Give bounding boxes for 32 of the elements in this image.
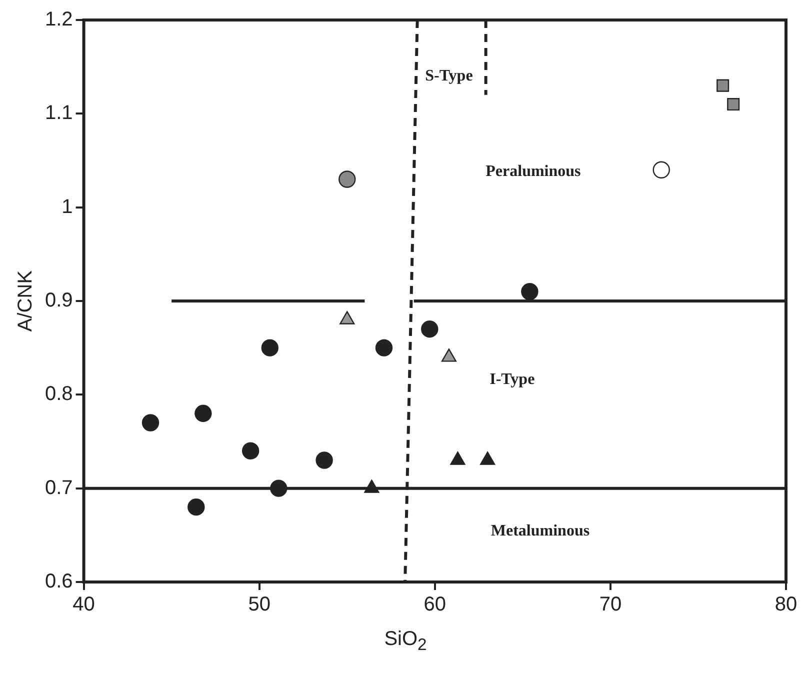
point	[194, 404, 212, 422]
y-tick-label: 0.6	[44, 570, 73, 593]
point	[142, 414, 160, 432]
point	[727, 98, 740, 111]
point	[242, 442, 260, 460]
y-tick-label: 0.7	[44, 476, 73, 499]
point	[316, 452, 333, 469]
x-tick-label: 70	[599, 594, 622, 616]
y-tick-label: 1	[62, 196, 73, 218]
point	[338, 170, 356, 188]
annotation: I-Type	[490, 370, 535, 388]
point	[716, 79, 730, 92]
point	[421, 320, 438, 338]
y-axis-title: A/CNK	[14, 270, 37, 332]
annotation: Metaluminous	[490, 522, 590, 540]
point	[261, 339, 278, 356]
x-tick-label: 80	[774, 594, 798, 616]
point	[375, 339, 393, 356]
annotation: S-Type	[425, 67, 473, 84]
y-tick-label: 1.2	[44, 8, 73, 31]
x-tick-label: 40	[72, 594, 95, 616]
y-tick-label: 0.9	[44, 290, 73, 312]
point	[188, 498, 205, 516]
point	[652, 161, 670, 178]
x-tick-label: 50	[248, 594, 270, 616]
y-tick-label: 0.8	[44, 383, 73, 406]
y-tick-label: 1.1	[44, 102, 73, 124]
point	[270, 480, 288, 497]
annotation: Peraluminous	[486, 162, 581, 180]
point	[521, 283, 538, 300]
x-axis-title: SiO$_{2}$	[383, 628, 428, 655]
x-tick-label: 60	[424, 594, 446, 616]
